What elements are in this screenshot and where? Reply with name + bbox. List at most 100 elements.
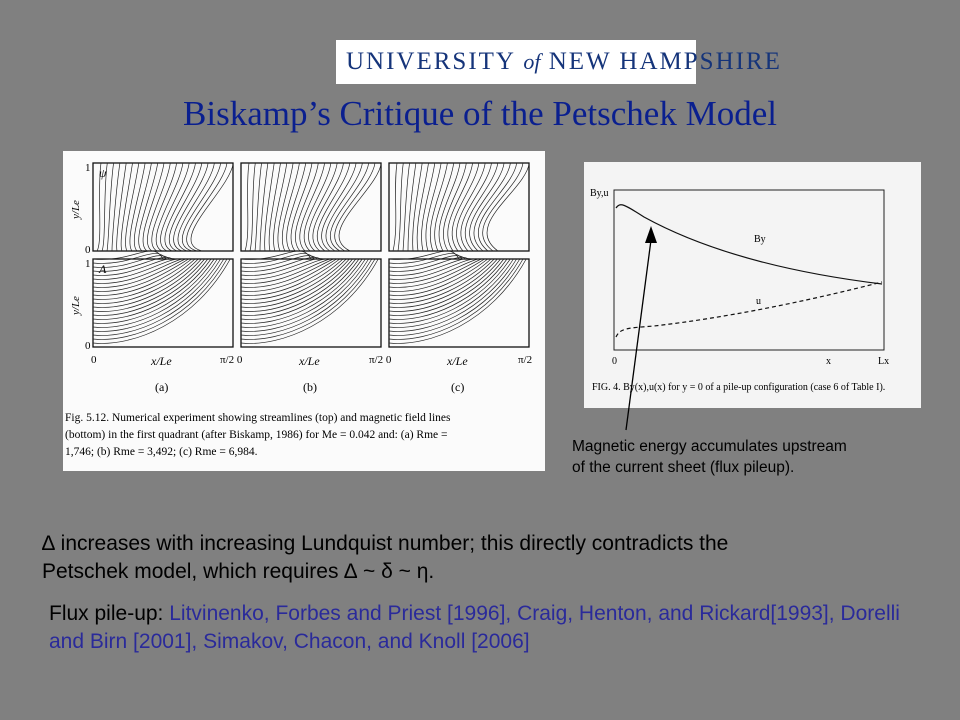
field-line (92, 253, 167, 264)
streamline (96, 162, 102, 252)
figure-caption-line: Fig. 5.12. Numerical experiment showing … (65, 412, 451, 424)
streamline (478, 162, 518, 252)
field-line (240, 258, 331, 284)
field-line (388, 258, 498, 308)
field-line (240, 258, 324, 276)
field-line (240, 258, 360, 320)
streamline (155, 162, 184, 252)
streamline (151, 162, 177, 252)
logo-wordmark: UNIVERSITY of NEW HAMPSHIRE (346, 48, 782, 76)
field-line (388, 258, 492, 300)
field-line (240, 258, 366, 328)
streamline (244, 162, 250, 252)
x-tick: 0 (91, 354, 97, 366)
field-line (92, 258, 189, 292)
field-line (240, 258, 353, 312)
streamline (334, 162, 376, 252)
field-line (240, 258, 379, 344)
streamline (125, 162, 140, 252)
streamline (116, 162, 127, 252)
streamline (456, 162, 486, 252)
streamline (295, 162, 319, 252)
streamline (164, 162, 196, 252)
field-line (388, 258, 505, 316)
streamline (286, 162, 307, 252)
field-line (92, 258, 205, 312)
tick-zero-top: 0 (85, 244, 91, 256)
panel-frame (240, 162, 382, 252)
field-line (240, 255, 318, 268)
figure-caption-line: 1,746; (b) Rme = 3,492; (c) Rme = 6,984. (65, 446, 258, 458)
field-line (240, 258, 357, 316)
panel-label-a: (a) (155, 380, 168, 394)
field-line (240, 258, 334, 288)
field-line (92, 258, 228, 340)
figure-pileup: By,u By u 0 x Lx FIG. 4. By(x),u(x) for … (584, 162, 921, 408)
field-line (240, 258, 350, 308)
right-x-end: Lx (878, 356, 889, 367)
body-line: Petschek model, which requires ∆ ~ δ ~ η… (42, 560, 435, 583)
panel-frame (92, 162, 234, 252)
field-line (92, 258, 221, 332)
by-curve (615, 204, 883, 285)
label-psi: ψ (99, 166, 107, 180)
streamline (312, 162, 344, 252)
figure-pileup-drawing: By,u By u 0 x Lx FIG. 4. By(x),u(x) for … (590, 188, 889, 393)
field-line (92, 258, 218, 328)
x-tick: π/2 (518, 354, 532, 366)
tick-one-top: 1 (85, 162, 91, 174)
streamline (425, 162, 442, 252)
xlabel-c: x/Le (446, 354, 468, 368)
xlabel-b: x/Le (298, 354, 320, 368)
streamline (429, 162, 448, 252)
u-label: u (756, 296, 761, 307)
field-line (388, 258, 479, 284)
streamline (277, 162, 294, 252)
body-line: ∆ increases with increasing Lundquist nu… (42, 532, 729, 555)
by-label: By (754, 234, 766, 245)
tick-one-bottom: 1 (85, 258, 91, 270)
streamline (438, 162, 461, 252)
u-curve (615, 281, 883, 338)
ylabel-top: y/Le (70, 200, 82, 220)
streamline (412, 162, 423, 252)
streamline (407, 162, 417, 252)
field-line (240, 250, 312, 260)
streamline (101, 162, 108, 252)
annotation-line: of the current sheet (flux pileup). (572, 459, 795, 476)
logo-word-new: NEW (548, 48, 612, 75)
streamline (443, 162, 467, 252)
streamline (147, 162, 171, 252)
field-line (92, 258, 199, 304)
streamline (254, 162, 262, 252)
streamline (464, 162, 499, 252)
field-line (388, 258, 489, 296)
field-line (92, 255, 170, 268)
streamline (182, 162, 222, 252)
right-figure-caption: FIG. 4. By(x),u(x) for y = 0 of a pile-u… (592, 382, 885, 393)
streamline (264, 162, 275, 252)
streamline (268, 162, 281, 252)
streamline (338, 162, 382, 252)
field-line (92, 258, 215, 324)
streamline (160, 162, 190, 252)
field-line (240, 258, 373, 336)
field-line (92, 258, 176, 276)
field-line (388, 257, 469, 272)
streamline (142, 162, 165, 252)
field-line (92, 258, 231, 344)
field-line (92, 258, 183, 284)
streamline (129, 162, 146, 252)
logo-word-of: of (523, 49, 541, 74)
streamline (469, 162, 505, 252)
streamline (421, 162, 436, 252)
xlabel-a: x/Le (150, 354, 172, 368)
body-statement: ∆ increases with increasing Lundquist nu… (42, 530, 942, 586)
streamline (308, 162, 338, 252)
field-line (388, 258, 511, 324)
annotation-line: Magnetic energy accumulates upstream (572, 438, 847, 455)
field-line (388, 258, 521, 336)
streamline (249, 162, 256, 252)
streamline (106, 162, 114, 252)
field-line (240, 258, 347, 304)
